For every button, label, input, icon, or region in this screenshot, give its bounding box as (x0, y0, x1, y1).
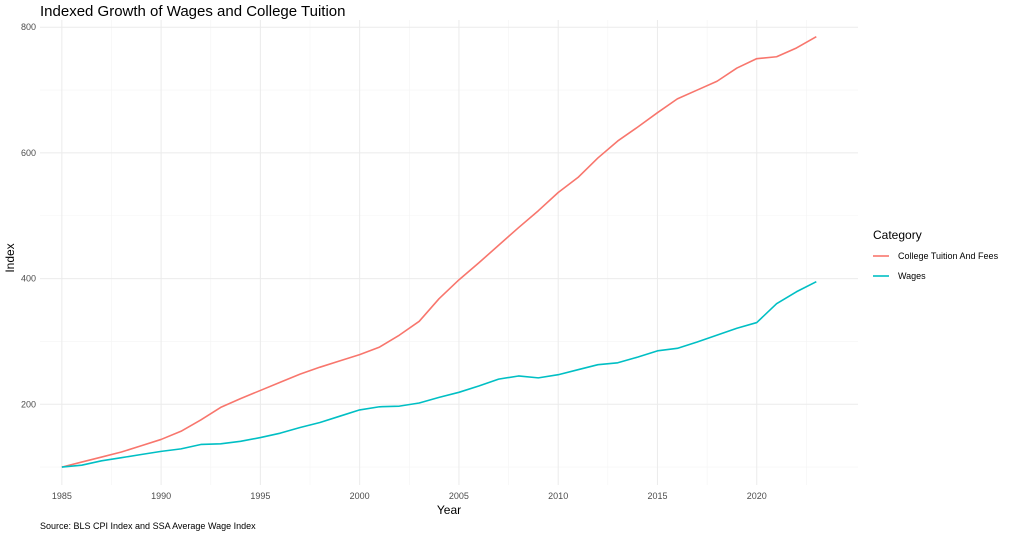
y-tick-label: 800 (21, 22, 36, 32)
legend: Category College Tuition And Fees Wages (873, 228, 999, 281)
chart-caption: Source: BLS CPI Index and SSA Average Wa… (40, 521, 256, 531)
y-axis-title: Index (3, 243, 17, 272)
x-tick-label: 2000 (350, 491, 370, 501)
chart-title: Indexed Growth of Wages and College Tuit… (40, 3, 345, 20)
minor-x-gridlines (111, 20, 807, 485)
x-tick-label: 2010 (548, 491, 568, 501)
x-tick-label: 2005 (449, 491, 469, 501)
series-line-1 (61, 35, 817, 468)
x-axis-title: Year (437, 503, 461, 517)
major-x-gridlines (61, 20, 758, 485)
legend-items: College Tuition And Fees Wages (873, 251, 999, 281)
legend-label: College Tuition And Fees (898, 251, 999, 261)
major-y-gridlines (40, 26, 858, 405)
y-tick-labels: 200 400 600 800 (21, 22, 36, 409)
x-tick-label: 1985 (52, 491, 72, 501)
x-tick-label: 2020 (747, 491, 767, 501)
legend-label: Wages (898, 271, 926, 281)
x-tick-label: 1990 (151, 491, 171, 501)
series-line-2 (61, 281, 817, 468)
x-tick-label: 2015 (647, 491, 667, 501)
legend-title: Category (873, 228, 922, 242)
plot-panel (40, 20, 858, 485)
y-tick-label: 200 (21, 399, 36, 409)
x-tick-label: 1995 (250, 491, 270, 501)
y-tick-label: 400 (21, 274, 36, 284)
y-tick-label: 600 (21, 148, 36, 158)
series-lines (61, 35, 817, 468)
x-tick-labels: 1985 1990 1995 2000 2005 2010 2015 2020 (52, 491, 767, 501)
minor-y-gridlines (40, 89, 858, 468)
